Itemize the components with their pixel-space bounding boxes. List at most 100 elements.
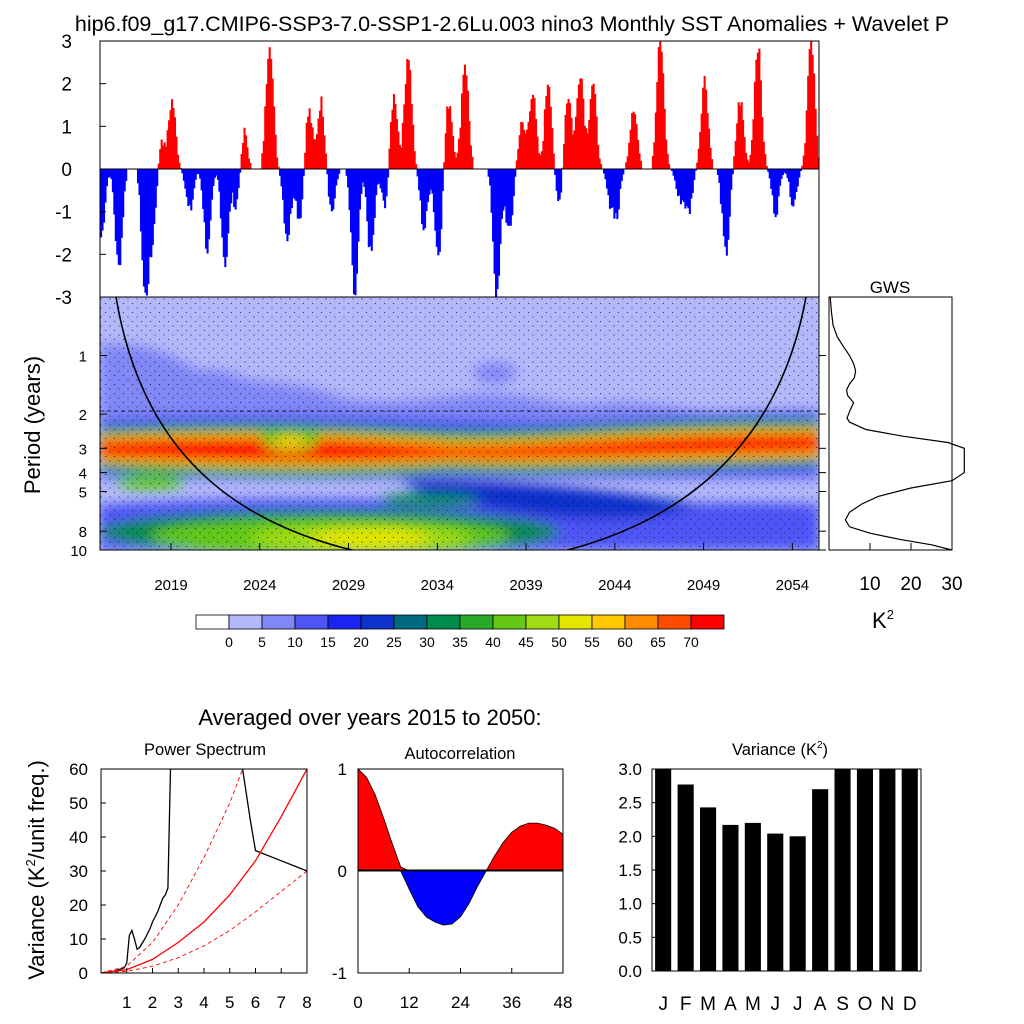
- colorbar-swatch: [624, 614, 659, 630]
- power-spectrum-ylabel: Variance (K2/unit freq.): [23, 760, 49, 980]
- sst-anomaly-bar: [410, 103, 413, 169]
- sst-anomaly-bar: [327, 169, 330, 197]
- sst-anomaly-bar: [212, 169, 215, 186]
- variance-xtick-label: J: [771, 994, 781, 1015]
- sst-anomaly-bar: [762, 141, 765, 169]
- sst-anomaly-bar: [505, 169, 508, 223]
- sst-anomaly-bar: [262, 140, 265, 169]
- power-spectrum-ytick-label: 0: [79, 964, 88, 983]
- sst-ytick-label: -3: [55, 288, 72, 309]
- colorbar-label: 45: [518, 634, 534, 650]
- sst-anomaly-bar: [753, 81, 756, 169]
- sst-anomaly-bar: [506, 169, 509, 226]
- sst-anomaly-bar: [469, 145, 472, 169]
- sst-anomaly-bar: [756, 52, 759, 169]
- sst-anomaly-bar: [651, 155, 654, 169]
- sst-anomaly-bar: [215, 169, 218, 176]
- sst-anomaly-bar: [230, 169, 233, 204]
- sst-anomaly-bar: [495, 169, 498, 297]
- sst-anomaly-bar: [656, 81, 659, 169]
- sst-anomaly-bar: [759, 80, 762, 169]
- sst-anomaly-bar: [733, 156, 736, 169]
- sst-anomaly-bar: [745, 152, 748, 169]
- power-spectrum-ytick-label: 20: [69, 896, 88, 915]
- sst-anomaly-bar: [304, 152, 307, 169]
- sst-anomaly-bar: [406, 59, 409, 169]
- sst-anomaly-bar: [153, 169, 156, 225]
- sst-anomaly-bar: [181, 169, 184, 174]
- sst-anomaly-bar: [281, 169, 285, 200]
- sst-anomaly-bar: [777, 169, 780, 197]
- autocorrelation-positive-area: [357, 768, 564, 872]
- sst-anomaly-bar: [524, 133, 527, 169]
- sst-anomaly-bar: [496, 169, 499, 290]
- sst-anomaly-bar: [274, 134, 277, 169]
- power-spectrum-xtick-label: 7: [277, 993, 286, 1012]
- sst-anomaly-bar: [358, 169, 361, 210]
- sst-anomaly-bar: [657, 47, 660, 170]
- colorbar-swatch: [591, 614, 626, 630]
- sst-anomaly-bar: [721, 169, 724, 214]
- sst-anomaly-bar: [560, 169, 563, 193]
- sst-anomaly-bar: [660, 51, 663, 169]
- power-spectrum-xtick-label: 3: [174, 993, 183, 1012]
- sst-anomaly-bar: [347, 169, 350, 188]
- sst-anomaly-bar: [102, 169, 106, 223]
- sst-anomaly-bar: [613, 169, 616, 219]
- sst-anomaly-bar: [708, 128, 711, 169]
- wavelet-ytick-label: 10: [70, 543, 87, 560]
- sst-anomaly-bar: [687, 169, 690, 209]
- sst-anomaly-bar: [768, 169, 771, 179]
- sst-anomaly-bar: [292, 169, 295, 198]
- sst-anomaly-bar: [363, 169, 366, 187]
- sst-anomaly-bar: [564, 114, 567, 169]
- sst-anomaly-bar: [270, 59, 273, 169]
- sst-anomaly-bar: [716, 169, 719, 175]
- sst-anomaly-bar: [493, 169, 496, 274]
- colorbar-label: 10: [287, 634, 303, 650]
- sst-anomaly-bar: [236, 169, 239, 200]
- sst-anomaly-bar: [557, 169, 560, 201]
- sst-anomaly-bar: [184, 169, 187, 189]
- sst-anomaly-bar: [492, 169, 495, 242]
- sst-anomaly-bar: [568, 103, 572, 169]
- sst-anomaly-bar: [597, 145, 600, 169]
- sst-anomaly-bar: [665, 139, 668, 169]
- sst-anomaly-bar: [208, 169, 211, 240]
- sst-anomaly-bar: [793, 169, 796, 200]
- sst-anomaly-bar: [672, 169, 675, 176]
- variance-ytick-label: 0.5: [618, 928, 642, 947]
- sst-anomaly-bar: [548, 86, 551, 169]
- sst-anomaly-bar: [298, 169, 301, 219]
- sst-anomaly-bar: [676, 169, 680, 197]
- sst-anomaly-bar: [224, 169, 227, 268]
- cone-of-influence: [115, 297, 807, 550]
- sst-anomaly-bar: [338, 169, 341, 174]
- variance-ytick-label: 2.0: [618, 827, 642, 846]
- variance-ytick-label: 1.5: [618, 861, 642, 880]
- sst-anomaly-bar: [591, 85, 594, 169]
- colorbar-swatch: [195, 614, 230, 630]
- sst-anomaly-bar: [468, 121, 471, 169]
- sst-anomaly-bar: [199, 169, 202, 179]
- variance-xtick-label: J: [793, 994, 803, 1015]
- sst-anomaly-bar: [421, 169, 424, 224]
- sst-anomaly-bar: [817, 157, 819, 169]
- sst-anomaly-bar: [293, 169, 296, 200]
- sst-anomaly-bar: [434, 169, 437, 231]
- sst-anomaly-bar: [422, 169, 425, 231]
- sst-anomaly-bar: [117, 169, 120, 265]
- variance-bar: [901, 769, 918, 971]
- sst-anomaly-bar: [530, 99, 533, 169]
- gws-xtick-label: 20: [900, 574, 921, 595]
- sst-anomaly-bar: [415, 164, 418, 169]
- sst-anomaly-bar: [508, 169, 511, 227]
- sst-anomaly-bar: [352, 169, 356, 295]
- sst-anomaly-bar: [401, 122, 404, 169]
- sst-anomaly-bar: [620, 169, 623, 181]
- sst-anomaly-bar: [718, 169, 721, 183]
- sst-anomaly-bar: [397, 131, 400, 169]
- sst-anomaly-bar: [320, 96, 323, 169]
- sst-anomaly-bar: [539, 154, 542, 169]
- sst-anomaly-bar: [782, 169, 785, 175]
